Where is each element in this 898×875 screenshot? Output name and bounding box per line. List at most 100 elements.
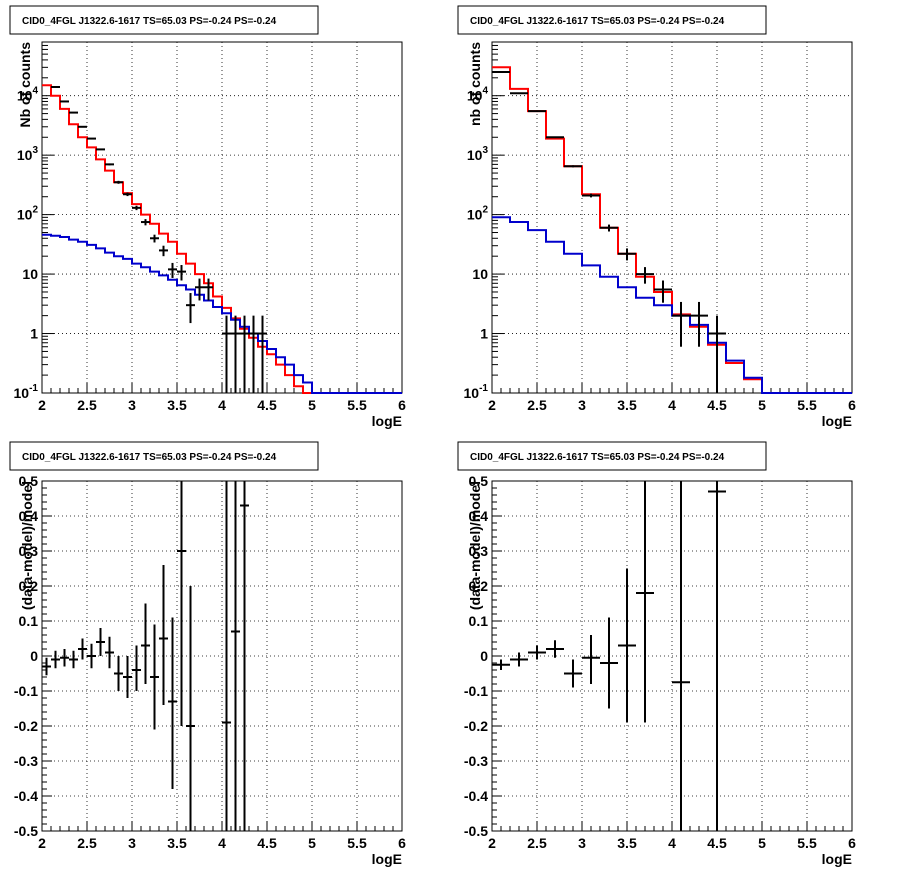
x-tick-label: 2 (38, 397, 46, 413)
data-point (231, 481, 240, 831)
data-point (123, 192, 132, 197)
y-axis-title: (data-model)/model (467, 481, 483, 610)
x-tick-label: 5 (308, 835, 316, 851)
y-tick-label: 104 (467, 86, 489, 104)
data-point (69, 111, 78, 114)
y-tick-label: 10 (22, 266, 38, 282)
model-total-line (42, 84, 402, 394)
data-point (132, 205, 141, 211)
y-tick-label: -0.4 (14, 788, 38, 804)
y-tick-base: 10 (14, 385, 30, 401)
data-point (132, 645, 141, 691)
model-component-line (492, 216, 852, 394)
x-axis-title: logE (372, 851, 402, 867)
data-point (42, 657, 51, 676)
x-axis-title: logE (372, 413, 402, 429)
y-tick-base: 10 (17, 147, 33, 163)
y-tick-label: 103 (17, 145, 39, 163)
data-point (159, 245, 168, 257)
x-tick-label: 3 (578, 397, 586, 413)
chart-title: CID0_4FGL J1322.6-1617 TS=65.03 PS=-0.24… (22, 452, 277, 463)
y-tick-base: 1 (30, 326, 38, 342)
y-tick-base: 1 (480, 326, 488, 342)
data-point (60, 649, 69, 667)
data-point (240, 315, 249, 393)
x-tick-label: 5.5 (347, 835, 367, 851)
y-tick-label: 0.2 (469, 578, 489, 594)
data-point (672, 481, 690, 831)
y-tick-exponent: -1 (29, 383, 38, 394)
data-point (159, 565, 168, 705)
x-tick-label: 5.5 (347, 397, 367, 413)
y-tick-label: 0.1 (469, 613, 489, 629)
y-tick-label: -0.4 (464, 788, 488, 804)
data-point (528, 645, 546, 660)
x-tick-label: 2.5 (77, 397, 97, 413)
y-tick-label: -0.3 (14, 753, 38, 769)
y-tick-exponent: 3 (32, 145, 38, 156)
x-tick-label: 6 (848, 835, 856, 851)
y-tick-label: 102 (17, 205, 39, 223)
data-point (222, 315, 231, 393)
data-point (222, 481, 231, 831)
y-tick-label: 10-1 (14, 383, 39, 401)
panel-top-right: CID0_4FGL J1322.6-1617 TS=65.03 PS=-0.24… (457, 5, 856, 429)
y-tick-label: 0.1 (19, 613, 39, 629)
data-point (492, 659, 510, 670)
data-point (618, 568, 636, 723)
data-point (150, 624, 159, 730)
data-point (60, 100, 69, 103)
y-tick-base: 10 (17, 207, 33, 223)
y-tick-base: 10 (467, 88, 483, 104)
data-point (708, 481, 726, 831)
panel-top-left: CID0_4FGL J1322.6-1617 TS=65.03 PS=-0.24… (9, 5, 406, 429)
x-tick-label: 5 (758, 397, 766, 413)
x-tick-label: 4.5 (707, 397, 727, 413)
data-point (123, 656, 132, 698)
y-tick-exponent: -1 (479, 383, 488, 394)
y-tick-label: 103 (467, 145, 489, 163)
y-tick-exponent: 4 (32, 86, 38, 97)
y-tick-label: 1 (30, 326, 38, 342)
data-point (564, 659, 582, 688)
y-tick-label: 0.2 (19, 578, 39, 594)
x-tick-label: 3.5 (617, 835, 637, 851)
y-axis-title: nb of counts (467, 42, 483, 126)
x-tick-label: 2.5 (77, 835, 97, 851)
y-tick-label: -0.5 (14, 823, 38, 839)
data-point (258, 315, 267, 393)
y-tick-label: 10 (472, 266, 488, 282)
x-tick-label: 3.5 (617, 397, 637, 413)
y-tick-exponent: 2 (32, 205, 38, 216)
y-tick-label: 0.3 (19, 543, 39, 559)
x-tick-label: 2.5 (527, 397, 547, 413)
title-box (9, 5, 319, 35)
y-tick-label: 0.3 (469, 543, 489, 559)
y-tick-base: 10 (464, 385, 480, 401)
chart-title: CID0_4FGL J1322.6-1617 TS=65.03 PS=-0.24… (470, 16, 725, 27)
data-point (690, 301, 708, 347)
y-axis-title: Nb of counts (17, 42, 33, 128)
data-point (96, 628, 105, 656)
data-point (51, 86, 60, 89)
data-point (564, 165, 582, 168)
data-point (69, 650, 78, 669)
y-tick-label: -0.1 (464, 683, 488, 699)
data-point (186, 586, 195, 831)
x-tick-label: 3 (128, 835, 136, 851)
x-axis-title: logE (822, 851, 852, 867)
y-tick-base: 10 (17, 88, 33, 104)
y-tick-exponent: 2 (482, 205, 488, 216)
data-point (78, 125, 87, 128)
y-tick-label: 104 (17, 86, 39, 104)
y-tick-label: 0.5 (19, 473, 39, 489)
x-tick-label: 2 (488, 835, 496, 851)
data-point (582, 635, 600, 684)
data-point (114, 180, 123, 184)
title-box (457, 441, 767, 471)
y-tick-label: -0.3 (464, 753, 488, 769)
x-tick-label: 4 (218, 835, 226, 851)
x-tick-label: 3.5 (167, 397, 187, 413)
data-point (78, 638, 87, 660)
y-tick-base: 10 (467, 147, 483, 163)
